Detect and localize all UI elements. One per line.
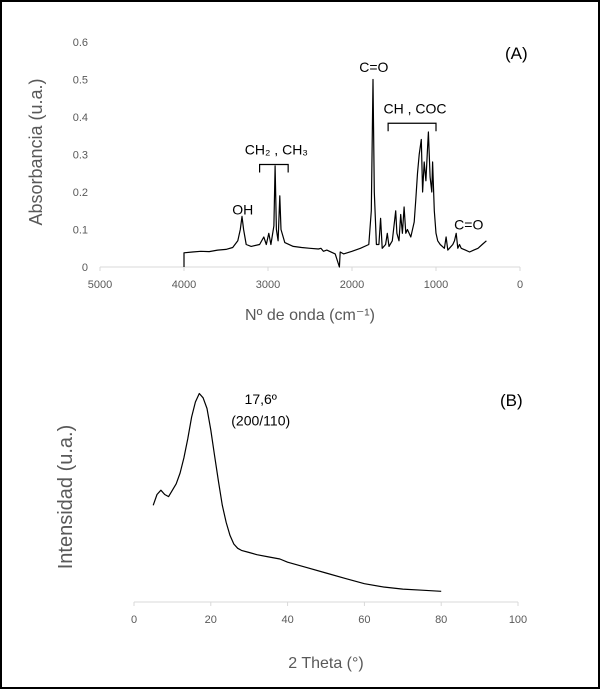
- panel-b-x-axis-title: 2 Theta (°): [288, 655, 363, 672]
- panel-a-annotation-bracket: [259, 163, 289, 173]
- panel-b-x-tick-label: 80: [435, 614, 447, 626]
- panel-b-y-axis-title: Intensidad (u.a.): [55, 425, 77, 570]
- panel-a-y-axis-title: Absorbancia (u.a.): [26, 78, 46, 225]
- panel-a-x-tick-label: 2000: [340, 279, 364, 291]
- panel-a-x-tick-label: 5000: [88, 279, 112, 291]
- panel-a-y-tick-label: 0.4: [73, 112, 88, 124]
- panel-a-x-tick-label: 1000: [424, 279, 448, 291]
- panel-b-annotation: 17,6º: [245, 391, 277, 407]
- panel-a-series-line: [183, 78, 487, 268]
- panel-a-y-tick-label: 0.2: [73, 187, 88, 199]
- panel-b-x-tick-label: 0: [131, 614, 137, 626]
- panel-a-y-tick-label: 0: [82, 262, 88, 274]
- panel-a-annotation: CH , COC: [384, 100, 447, 116]
- panel-b-label: (B): [500, 391, 523, 410]
- panel-a-annotation: C=O: [454, 217, 483, 233]
- panel-a-y-tick-label: 0.3: [73, 150, 88, 162]
- panel-a-x-tick-label: 0: [517, 279, 523, 291]
- panel-a-x-tick-label: 3000: [256, 279, 280, 291]
- panel-a-annotation: OH: [232, 202, 253, 218]
- panel-a-annotation: C=O: [359, 59, 388, 75]
- panel-a-annotation-bracket: [387, 122, 437, 132]
- panel-a-y-tick-label: 0.5: [73, 75, 88, 87]
- panel-b-x-tick-label: 60: [358, 614, 370, 626]
- panel-b-annotation: (200/110): [231, 413, 290, 429]
- panel-a-y-tick-label: 0.1: [73, 225, 88, 237]
- panel-a-y-tick-label: 0.6: [73, 37, 88, 49]
- panel-b-x-tick-label: 40: [281, 614, 293, 626]
- panel-b-x-tick-label: 100: [509, 614, 527, 626]
- panel-a-x-axis-title: Nº de onda (cm⁻¹): [245, 307, 375, 324]
- panel-b-x-tick-label: 20: [205, 614, 217, 626]
- panel-a-x-tick-label: 4000: [172, 279, 196, 291]
- panel-b-series-line: [152, 392, 442, 592]
- panel-a-label: (A): [505, 44, 528, 63]
- panel-a-annotation: CH₂ , CH₃: [245, 142, 308, 158]
